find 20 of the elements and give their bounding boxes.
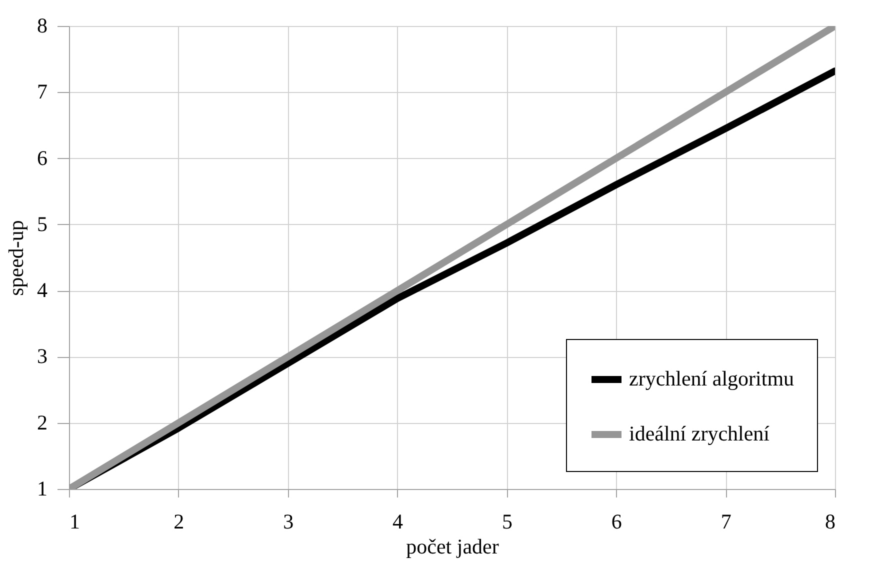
x-axis-title: počet jader xyxy=(406,534,499,558)
legend-label: zrychlení algoritmu xyxy=(629,366,795,390)
y-tick-label: 8 xyxy=(37,14,48,38)
y-tick-label: 7 xyxy=(37,80,48,104)
x-tick-label: 3 xyxy=(283,510,294,534)
x-tick-label: 5 xyxy=(502,510,512,534)
y-tick-label: 4 xyxy=(37,278,48,302)
x-tick-label: 7 xyxy=(720,510,732,534)
y-tick-label: 1 xyxy=(37,476,48,500)
y-tick-label: 5 xyxy=(37,212,48,236)
x-tick-label: 8 xyxy=(825,510,836,534)
x-tick-label: 6 xyxy=(611,510,622,534)
x-tick-label: 2 xyxy=(174,510,184,534)
y-tick-label: 2 xyxy=(37,410,48,434)
x-tick-label: 1 xyxy=(70,510,80,534)
legend-label: ideální zrychlení xyxy=(629,422,770,446)
y-tick-label: 6 xyxy=(37,146,48,170)
y-tick-label: 3 xyxy=(37,344,48,368)
y-axis-title: speed-up xyxy=(4,220,28,296)
x-tick-label: 4 xyxy=(392,510,404,534)
